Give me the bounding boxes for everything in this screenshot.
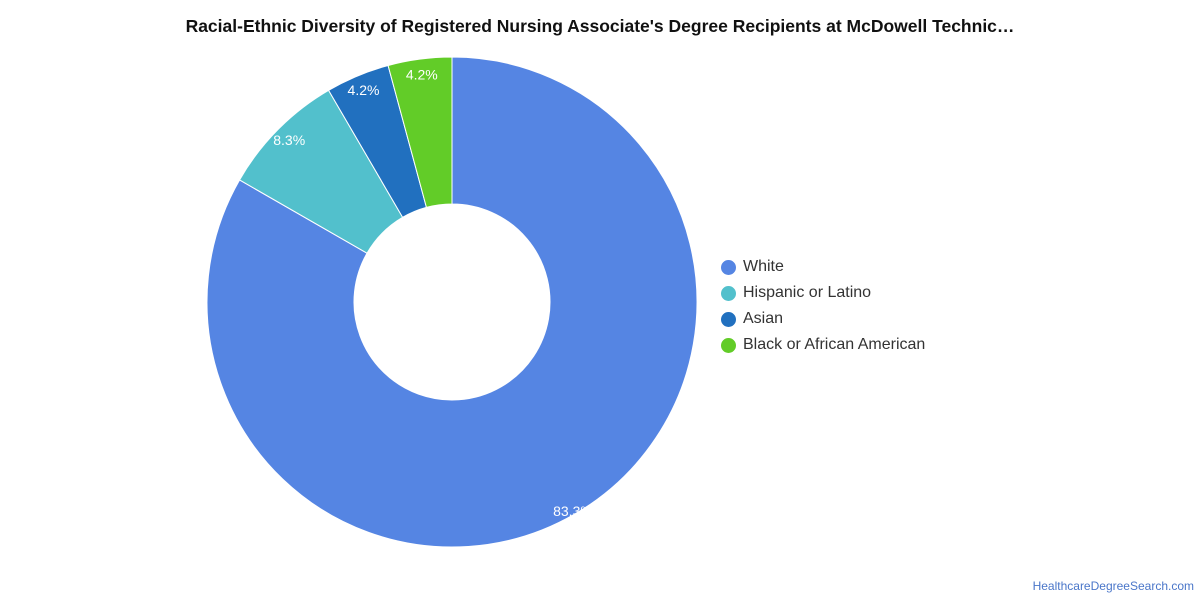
legend-item-white[interactable]: White [721,254,925,280]
legend-item-black-or-african-american[interactable]: Black or African American [721,332,925,358]
data-label-hispanic-or-latino: 8.3% [273,132,305,148]
legend-swatch [721,337,736,353]
data-label-asian: 4.2% [348,82,380,98]
slice-black-or-african-american[interactable] [387,56,453,209]
legend-label: Black or African American [743,336,926,353]
source-link[interactable]: HealthcareDegreeSearch.com [1032,579,1194,593]
legend-swatch [721,311,736,327]
chart-legend: White Hispanic or Latino Asian Black or Afr… [721,254,925,358]
legend-label: White [743,258,784,275]
data-label-black-or-african-american: 4.2% [406,66,438,82]
data-label-white: 83.3% [553,503,593,519]
legend-label: Hispanic or Latino [743,284,872,301]
slice-white[interactable] [206,56,698,548]
legend-swatch [721,259,736,275]
legend-swatch [721,285,736,301]
chart-title: Racial-Ethnic Diversity of Registered Nu… [185,16,1015,36]
legend-item-hispanic-or-latino[interactable]: Hispanic or Latino [721,280,925,306]
legend-label: Asian [743,310,784,327]
legend-item-asian[interactable]: Asian [721,306,925,332]
